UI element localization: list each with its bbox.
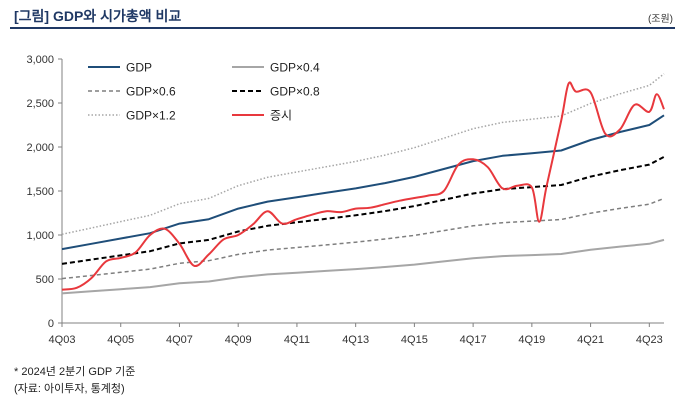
legend-label: GDP×0.8 bbox=[270, 85, 320, 99]
x-tick-label: 4Q21 bbox=[577, 334, 604, 346]
x-tick-label: 4Q11 bbox=[284, 334, 310, 346]
x-tick-label: 4Q15 bbox=[401, 334, 428, 346]
unit-label: (조원) bbox=[647, 14, 673, 25]
y-tick-label: 2,000 bbox=[26, 142, 54, 154]
x-tick-label: 4Q03 bbox=[49, 334, 76, 346]
legend-label: GDP×0.6 bbox=[126, 85, 176, 99]
x-tick-label: 4Q17 bbox=[460, 334, 487, 346]
footnote-gdp-basis: * 2024년 2분기 GDP 기준 bbox=[14, 366, 136, 378]
y-tick-label: 1,000 bbox=[26, 230, 54, 242]
footnote-source: (자료: 아이투자, 통계청) bbox=[14, 383, 125, 395]
x-tick-label: 4Q05 bbox=[107, 334, 134, 346]
series-line-증시 bbox=[61, 81, 665, 291]
y-tick-label: 1,500 bbox=[26, 186, 54, 198]
page-title: [그림] GDP와 시가총액 비교 bbox=[14, 8, 182, 24]
y-tick-label: 3,000 bbox=[26, 54, 54, 66]
y-tick-label: 2,500 bbox=[26, 98, 54, 110]
y-tick-label: 0 bbox=[48, 318, 54, 330]
x-tick-label: 4Q09 bbox=[225, 334, 252, 346]
title-rule bbox=[10, 27, 675, 29]
x-tick-label: 4Q13 bbox=[342, 334, 369, 346]
legend-label: GDP×1.2 bbox=[126, 109, 176, 123]
series-line-GDP×0.6 bbox=[61, 197, 665, 280]
x-tick-label: 4Q19 bbox=[518, 334, 545, 346]
legend-label: GDP×0.4 bbox=[270, 61, 320, 75]
x-tick-label: 4Q23 bbox=[636, 334, 663, 346]
y-tick-label: 500 bbox=[36, 274, 54, 286]
series-line-GDP×0.8 bbox=[61, 156, 665, 265]
x-tick-label: 4Q07 bbox=[166, 334, 193, 346]
series-line-GDP×0.4 bbox=[61, 238, 665, 295]
series-line-GDP×1.2 bbox=[61, 73, 665, 236]
legend-label: 증시 bbox=[270, 109, 292, 123]
series-line-GDP bbox=[61, 114, 665, 251]
legend-label: GDP bbox=[126, 61, 152, 75]
